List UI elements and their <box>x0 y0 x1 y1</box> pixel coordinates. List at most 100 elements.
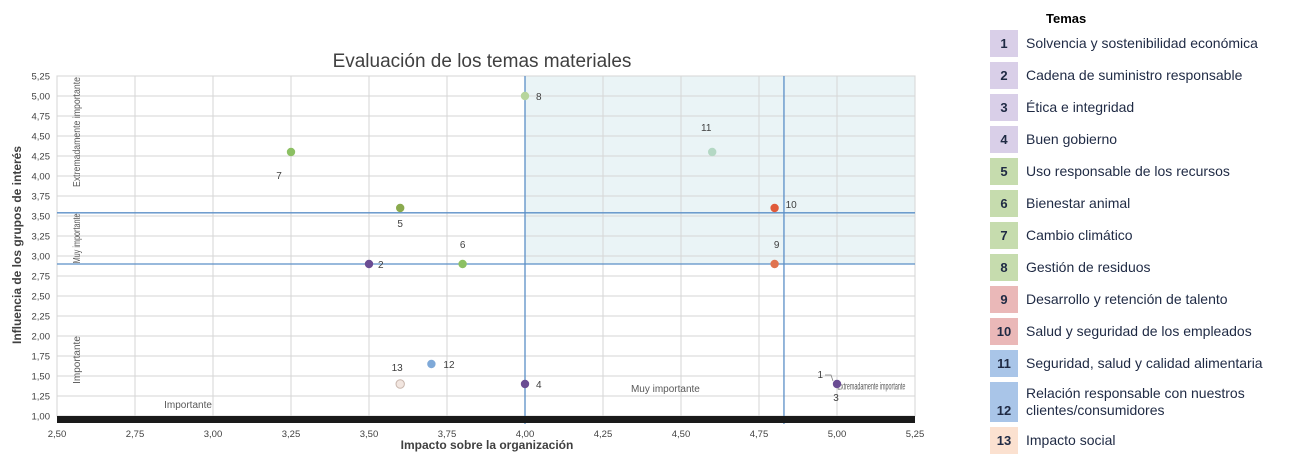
legend-number: 5 <box>990 158 1018 185</box>
data-point-5 <box>396 203 405 213</box>
x-tick-label: 5,00 <box>828 429 847 440</box>
legend-number: 12 <box>990 382 1018 422</box>
legend-text: Solvencia y sostenibilidad económica <box>1026 35 1258 51</box>
legend-item-7: 7 Cambio climático <box>990 222 1308 249</box>
legend-number: 3 <box>990 94 1018 121</box>
data-point-9 <box>770 259 779 269</box>
zone-label-y-extremadamente-importante: Extremadamente importante <box>72 77 83 187</box>
x-tick-label: 3,00 <box>204 429 223 440</box>
data-point-12 <box>427 359 436 369</box>
legend-text: Relación responsable con nuestros client… <box>1026 385 1245 418</box>
y-tick-label: 4,75 <box>32 112 51 123</box>
x-tick-label: 2,75 <box>126 429 145 440</box>
legend-item-11: 11 Seguridad, salud y calidad alimentaria <box>990 350 1308 377</box>
legend-text: Buen gobierno <box>1026 131 1118 147</box>
point-label-9: 9 <box>774 240 780 251</box>
x-axis-band <box>57 416 915 423</box>
x-tick-label: 3,25 <box>282 429 301 440</box>
legend-number: 13 <box>990 427 1018 454</box>
data-point-11 <box>708 147 717 157</box>
legend-item-4: 4 Buen gobierno <box>990 126 1308 153</box>
y-axis-label: Influencia de los grupos de interés <box>10 146 24 344</box>
y-tick-label: 3,75 <box>32 192 51 203</box>
legend-items: 1 Solvencia y sostenibilidad económica 2 Ca… <box>990 30 1308 454</box>
y-tick-label: 1,75 <box>32 352 51 363</box>
legend-text: Salud y seguridad de los empleados <box>1026 323 1252 339</box>
chart-title: Evaluación de los temas materiales <box>333 51 632 72</box>
y-tick-label: 1,25 <box>32 392 51 403</box>
zone-label-x-muy-importante: Muy importante <box>631 384 700 395</box>
legend-item-2: 2 Cadena de suministro responsable <box>990 62 1308 89</box>
legend-text: Cadena de suministro responsable <box>1026 67 1243 83</box>
x-tick-label: 4,25 <box>594 429 613 440</box>
point-label-4: 4 <box>536 380 542 391</box>
legend-item-13: 13 Impacto social <box>990 427 1308 454</box>
y-tick-label: 3,25 <box>32 232 51 243</box>
point-label-8: 8 <box>536 92 542 103</box>
legend-item-10: 10 Salud y seguridad de los empleados <box>990 318 1308 345</box>
point-label-1: 1 <box>817 370 823 381</box>
legend-number: 8 <box>990 254 1018 281</box>
x-tick-label: 4,50 <box>672 429 691 440</box>
point-label-13: 13 <box>392 363 404 374</box>
legend-text: Desarrollo y retención de talento <box>1026 291 1228 307</box>
y-tick-label: 2,25 <box>32 312 51 323</box>
legend-title: Temas <box>1046 11 1087 26</box>
x-tick-label: 5,25 <box>906 429 925 440</box>
legend-number: 10 <box>990 318 1018 345</box>
legend-item-9: 9 Desarrollo y retención de talento <box>990 286 1308 313</box>
point-label-11: 11 <box>701 123 712 134</box>
x-tick-label: 4,75 <box>750 429 769 440</box>
zone-label-x-extremadamente-importante: Extremadamente importante <box>837 382 905 393</box>
y-tick-label: 1,50 <box>32 372 51 383</box>
legend-text: Ética e integridad <box>1026 99 1135 115</box>
y-tick-label: 2,50 <box>32 292 51 303</box>
data-point-7 <box>286 147 296 157</box>
data-point-13 <box>395 379 405 389</box>
legend-item-12: 12 Relación responsable con nuestros clie… <box>990 382 1308 422</box>
legend-number: 9 <box>990 286 1018 313</box>
y-tick-label: 4,25 <box>32 152 51 163</box>
zone-label-y-muy-importante: Muy importante <box>72 213 83 263</box>
legend-number: 1 <box>990 30 1018 57</box>
legend-item-5: 5 Uso responsable de los recursos <box>990 158 1308 185</box>
legend-text: Gestión de residuos <box>1026 259 1151 275</box>
y-tick-label: 3,50 <box>32 212 51 223</box>
x-tick-label: 3,75 <box>438 429 457 440</box>
point-label-3: 3 <box>833 393 839 404</box>
y-tick-label: 2,75 <box>32 272 51 283</box>
x-axis-label: Impacto sobre la organización <box>401 438 574 452</box>
zone-label-y-importante: Importante <box>72 336 83 384</box>
point-label-2: 2 <box>378 260 384 271</box>
point-label-10: 10 <box>786 200 798 211</box>
x-tick-label: 4,00 <box>516 429 535 440</box>
data-point-6 <box>458 259 467 269</box>
legend-number: 2 <box>990 62 1018 89</box>
legend-number: 7 <box>990 222 1018 249</box>
data-point-10 <box>770 203 779 213</box>
legend-number: 11 <box>990 350 1018 377</box>
leader-line-1 <box>825 374 834 382</box>
point-label-5: 5 <box>397 219 403 230</box>
legend-number: 6 <box>990 190 1018 217</box>
y-tick-label: 3,00 <box>32 252 51 263</box>
legend-text: Bienestar animal <box>1026 195 1131 211</box>
legend-item-6: 6 Bienestar animal <box>990 190 1308 217</box>
x-tick-label: 2,50 <box>48 429 67 440</box>
legend-text: Impacto social <box>1026 432 1116 448</box>
y-tick-label: 2,00 <box>32 332 51 343</box>
data-point-4 <box>520 379 530 389</box>
point-label-7: 7 <box>276 171 282 182</box>
legend-text: Uso responsable de los recursos <box>1026 163 1230 179</box>
y-tick-label: 1,00 <box>32 412 51 423</box>
legend-item-1: 1 Solvencia y sostenibilidad económica <box>990 30 1308 57</box>
y-tick-label: 5,00 <box>32 92 51 103</box>
legend-text: Seguridad, salud y calidad alimentaria <box>1026 355 1263 371</box>
data-point-1 <box>832 379 842 389</box>
legend: Temas 1 Solvencia y sostenibilidad económ… <box>990 8 1308 459</box>
point-label-12: 12 <box>443 360 455 371</box>
materiality-chart: Evaluación de los temas materiales 1,00 1… <box>10 51 925 452</box>
point-label-6: 6 <box>460 240 466 251</box>
data-point-8 <box>520 91 530 101</box>
legend-item-3: 3 Ética e integridad <box>990 94 1308 121</box>
